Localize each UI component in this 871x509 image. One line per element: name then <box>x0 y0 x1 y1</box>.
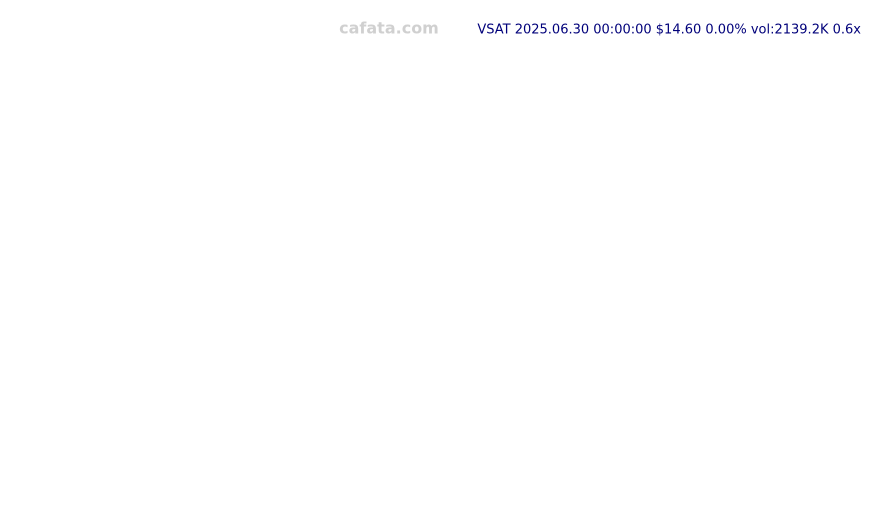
chart-title: VSAT 2025.06.30 00:00:00 $14.60 0.00% vo… <box>477 23 861 38</box>
watermark: cafata.com <box>339 19 439 38</box>
